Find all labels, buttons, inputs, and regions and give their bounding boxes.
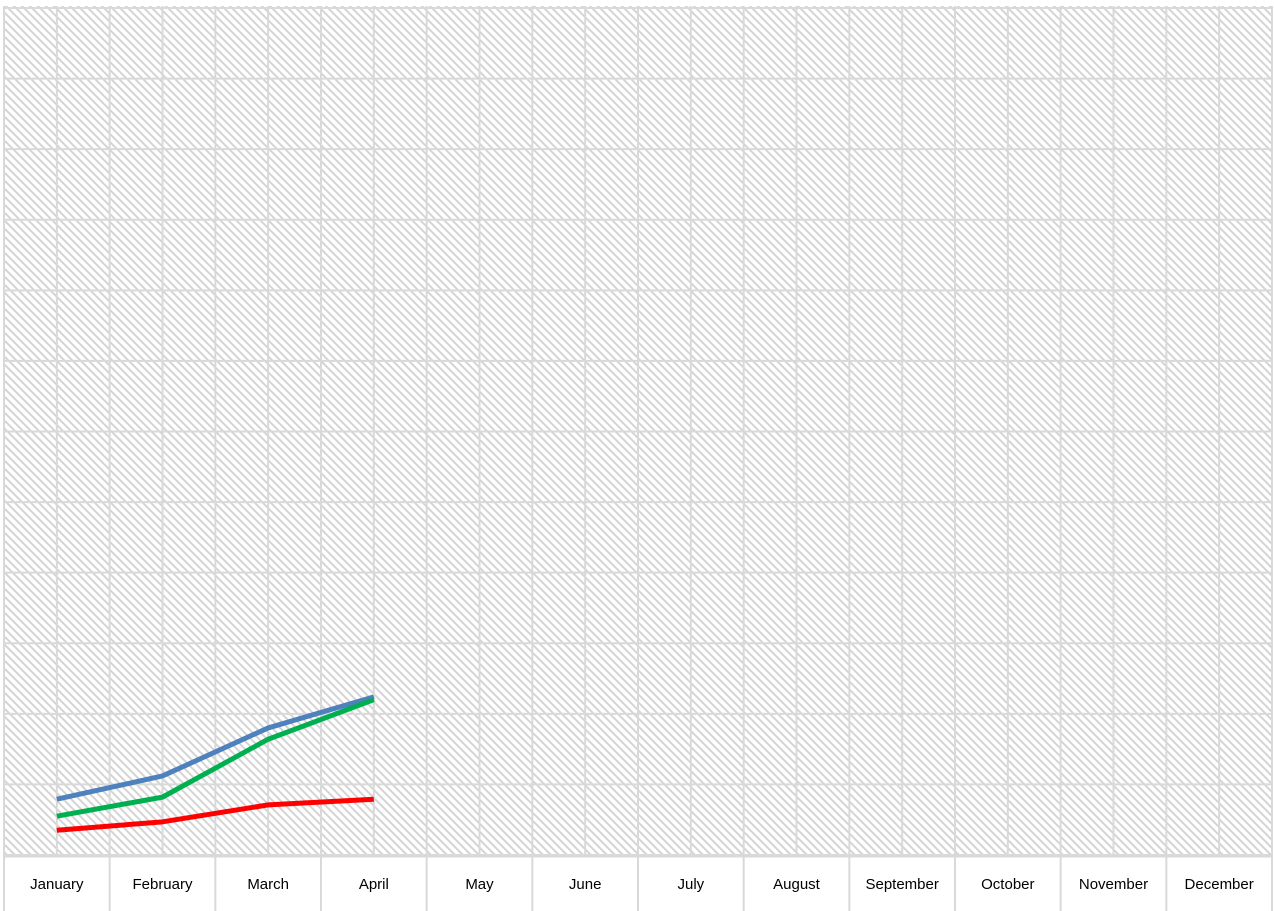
x-tick-label: July: [677, 875, 705, 893]
x-tick-label: June: [568, 875, 602, 893]
x-tick-label: May: [465, 875, 494, 893]
series-line: [56, 796, 374, 833]
x-tick-label: December: [1184, 875, 1254, 893]
x-tick-label: September: [865, 875, 939, 893]
series-line: [56, 694, 375, 802]
x-tick-label: August: [773, 875, 820, 893]
x-tick-label: April: [358, 875, 389, 893]
x-tick-label: October: [981, 875, 1035, 893]
x-tick-label: March: [247, 875, 289, 893]
series-line: [56, 697, 375, 819]
x-tick-label: January: [30, 875, 84, 893]
x-tick-label: November: [1078, 875, 1149, 893]
x-tick-label: February: [132, 875, 193, 893]
